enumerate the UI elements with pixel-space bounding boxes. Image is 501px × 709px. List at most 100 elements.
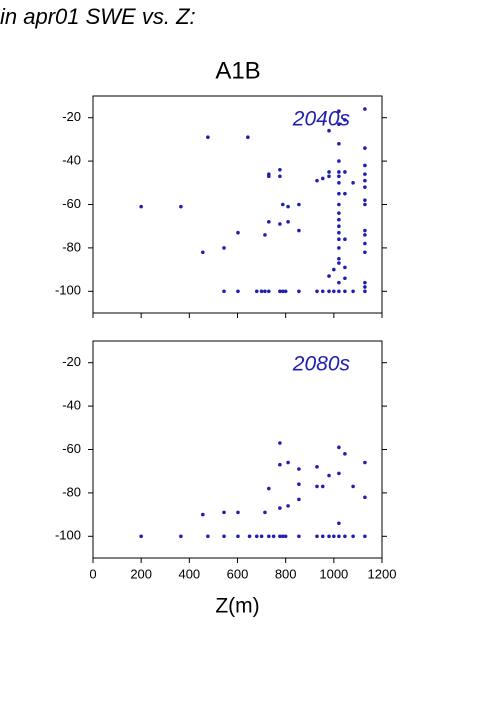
- y-tick-label: -20: [62, 354, 81, 369]
- point: [179, 204, 183, 209]
- point: [363, 163, 367, 168]
- point: [222, 510, 226, 515]
- x-axis-label: Z(m): [215, 595, 259, 618]
- point: [315, 534, 319, 539]
- point: [327, 274, 331, 278]
- point: [179, 534, 183, 539]
- point: [263, 233, 267, 237]
- point: [327, 473, 331, 478]
- panel-label: 2080s: [292, 353, 351, 376]
- point: [297, 497, 301, 502]
- point: [332, 289, 336, 294]
- point: [278, 534, 282, 539]
- point: [278, 289, 282, 294]
- point: [297, 534, 301, 539]
- point: [246, 135, 250, 140]
- x-tick-label: 800: [275, 566, 297, 581]
- point: [363, 285, 367, 289]
- point: [337, 202, 341, 207]
- point: [286, 504, 290, 508]
- point: [315, 484, 319, 489]
- point: [247, 534, 252, 539]
- point: [320, 484, 325, 489]
- point: [337, 289, 341, 294]
- point: [254, 289, 259, 294]
- point: [363, 280, 367, 285]
- point: [343, 534, 347, 539]
- point: [363, 185, 367, 189]
- point: [363, 289, 367, 294]
- point: [337, 211, 341, 215]
- point: [337, 217, 341, 222]
- point: [337, 191, 341, 196]
- point: [278, 174, 282, 179]
- point: [267, 534, 271, 539]
- point: [337, 471, 341, 476]
- point: [327, 289, 331, 294]
- point: [222, 246, 226, 250]
- point: [351, 289, 355, 294]
- point: [320, 176, 325, 181]
- point: [332, 534, 336, 539]
- point: [363, 495, 367, 500]
- point: [286, 204, 290, 209]
- point: [332, 267, 336, 272]
- point: [254, 534, 259, 539]
- point: [343, 170, 347, 174]
- point: [363, 250, 367, 255]
- point: [337, 534, 341, 539]
- x-tick-label: 0: [89, 566, 96, 581]
- point: [363, 172, 367, 176]
- point: [337, 521, 341, 526]
- point: [206, 135, 210, 140]
- point: [363, 146, 367, 150]
- y-tick-label: -100: [55, 283, 81, 298]
- point: [351, 534, 355, 539]
- y-tick-label: -20: [62, 109, 81, 124]
- point: [343, 276, 347, 281]
- point: [337, 445, 341, 450]
- panel-label: 2040s: [292, 108, 351, 131]
- x-tick-label: 1200: [368, 566, 397, 581]
- y-tick-label: -100: [55, 528, 81, 543]
- point: [139, 534, 143, 539]
- x-tick-label: 400: [178, 566, 200, 581]
- page-header: in apr01 SWE vs. Z:: [0, 4, 196, 29]
- y-tick-label: -80: [62, 239, 81, 254]
- point: [278, 222, 282, 226]
- point: [343, 237, 347, 242]
- point: [337, 237, 341, 242]
- y-tick-label: -60: [62, 196, 81, 211]
- point: [337, 181, 341, 185]
- point: [297, 228, 301, 233]
- point: [278, 441, 282, 445]
- point: [337, 109, 341, 113]
- x-tick-label: 200: [130, 566, 152, 581]
- point: [363, 228, 367, 233]
- point: [363, 107, 367, 111]
- point: [327, 534, 331, 539]
- y-tick-label: -40: [62, 398, 81, 413]
- point: [337, 230, 341, 235]
- point: [363, 233, 367, 237]
- point: [337, 159, 341, 163]
- y-tick-label: -60: [62, 441, 81, 456]
- point: [283, 534, 288, 539]
- point: [363, 198, 367, 202]
- point: [286, 220, 290, 224]
- point: [222, 289, 226, 294]
- point: [351, 181, 355, 185]
- point: [351, 484, 355, 489]
- point: [337, 280, 341, 285]
- y-tick-label: -80: [62, 484, 81, 499]
- point: [363, 178, 367, 183]
- point: [201, 512, 205, 517]
- point: [337, 224, 341, 228]
- y-tick-label: -40: [62, 153, 81, 168]
- point: [327, 170, 331, 174]
- point: [267, 289, 271, 294]
- point: [222, 534, 226, 539]
- point: [343, 118, 347, 122]
- point: [278, 462, 282, 467]
